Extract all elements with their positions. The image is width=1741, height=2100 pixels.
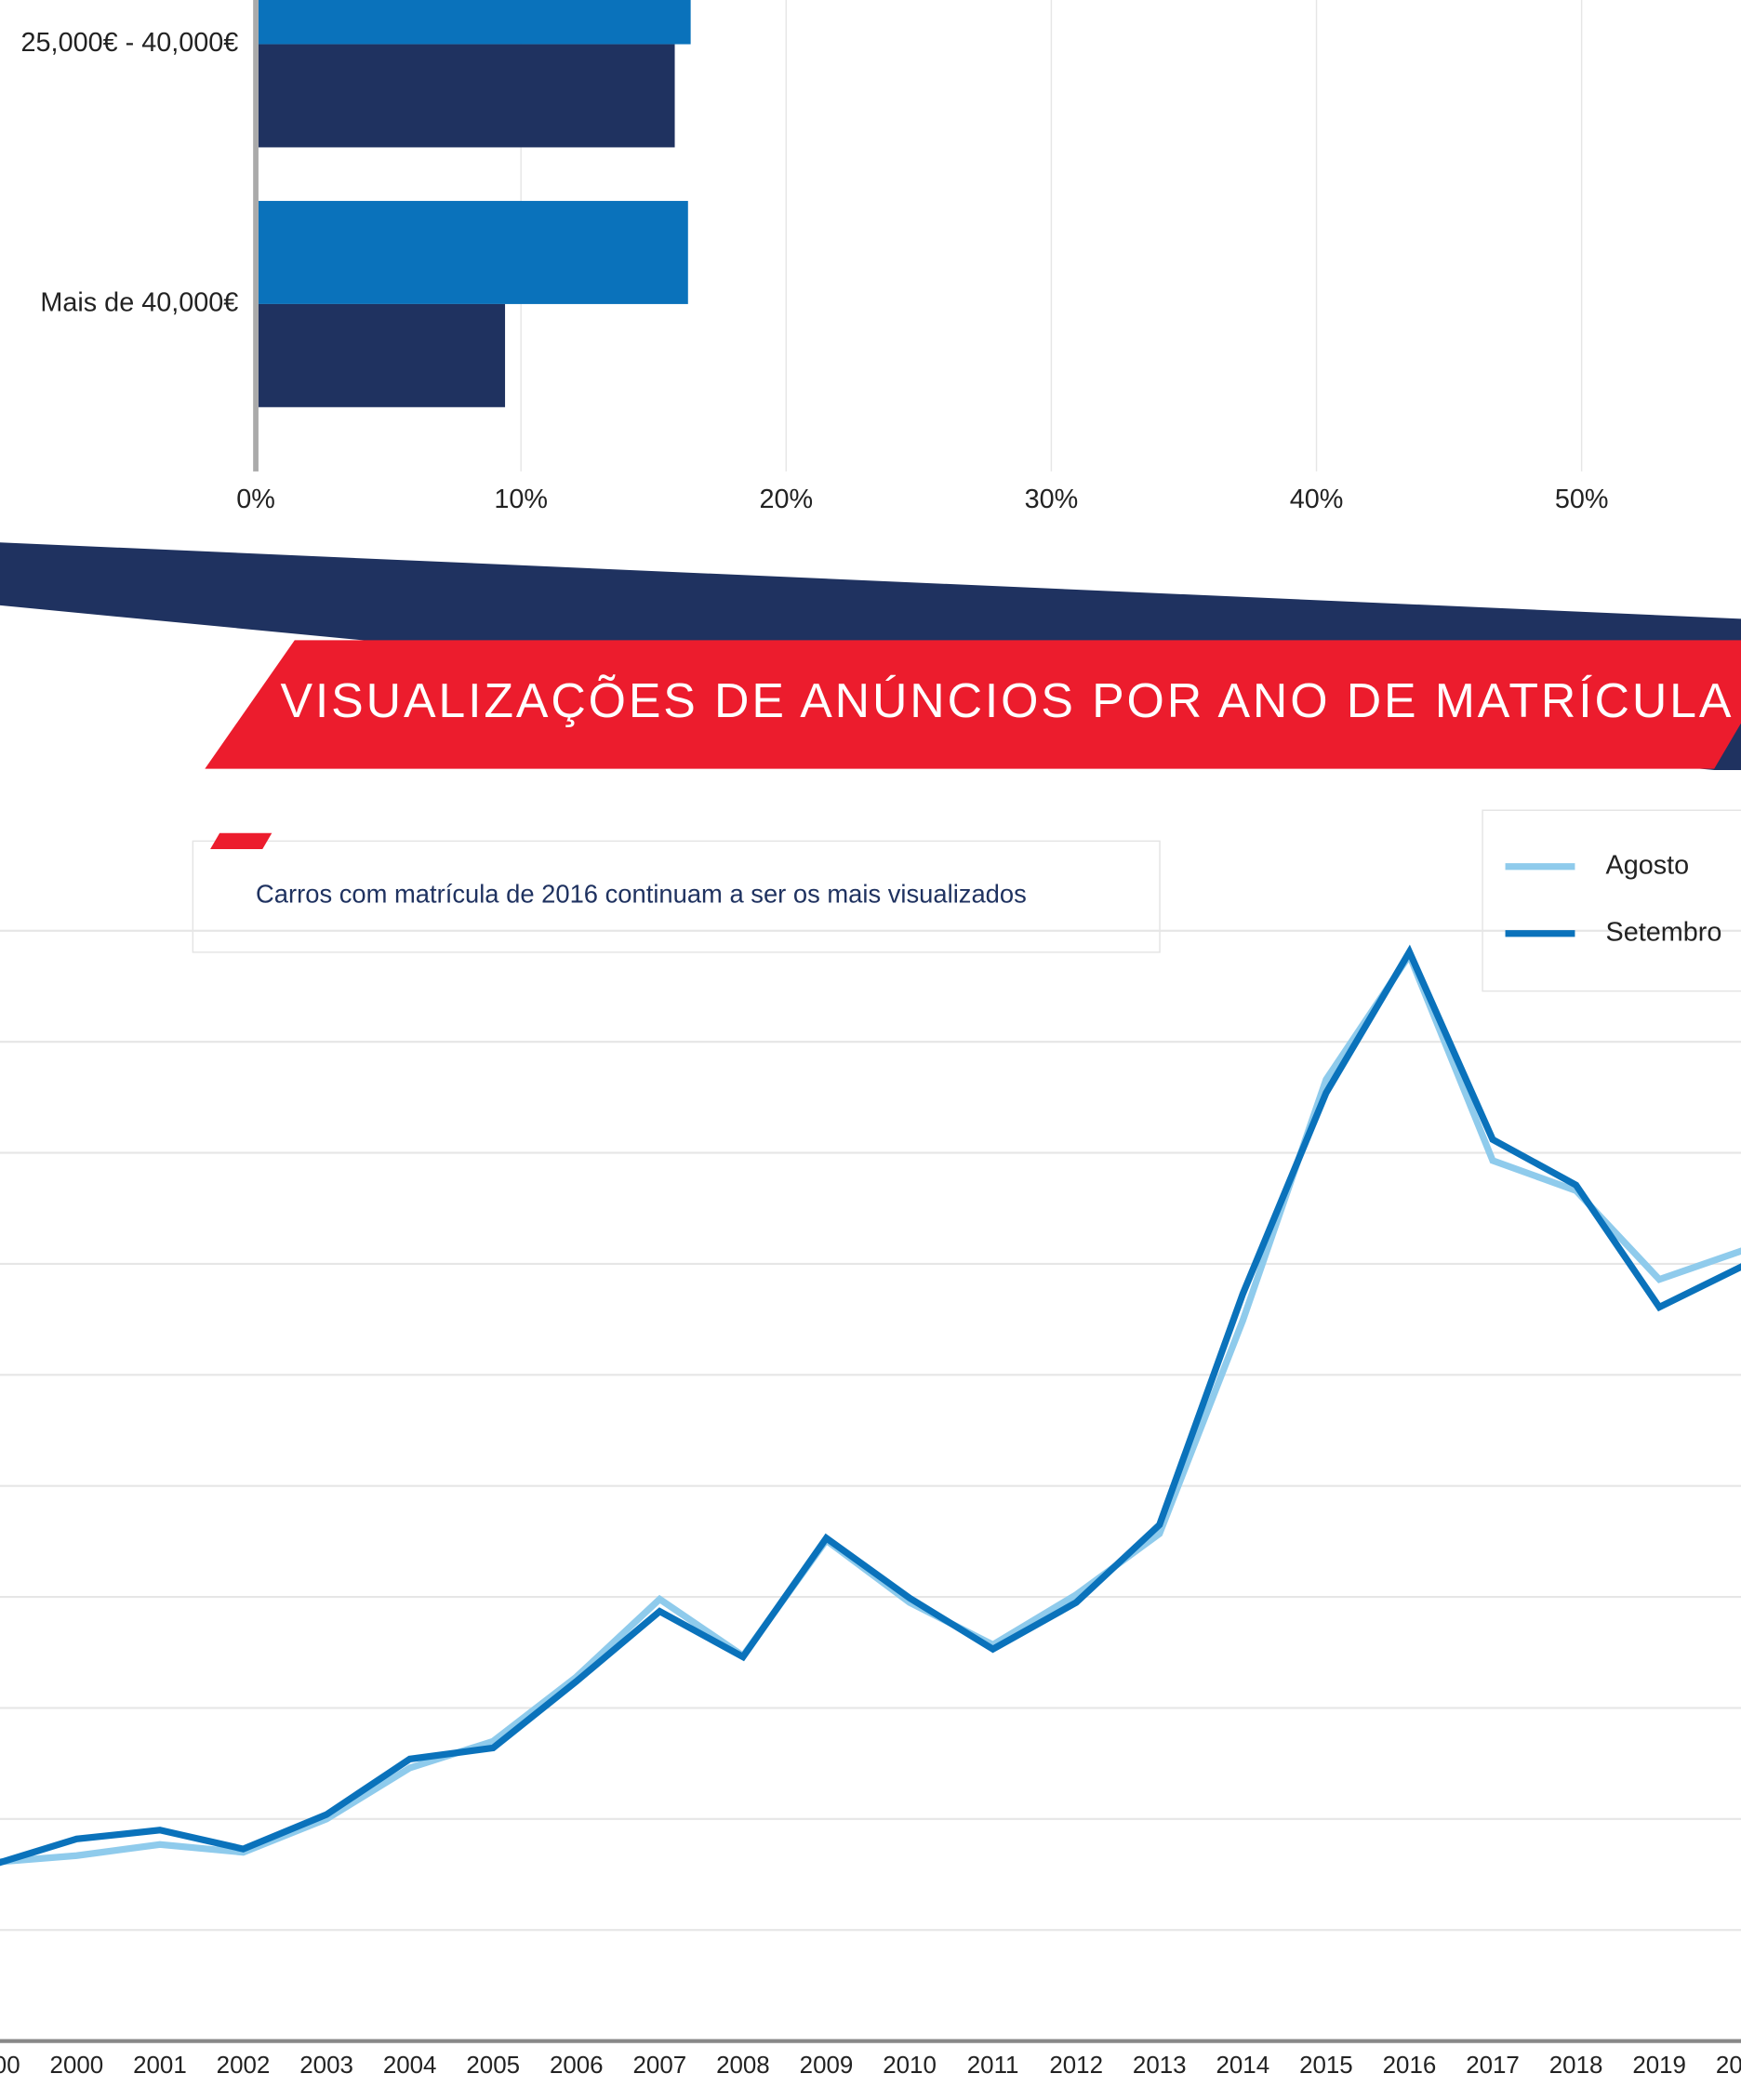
line-series [0,948,1741,1866]
x-tick-label: 2005 [466,2053,520,2079]
x-tick-label: 2018 [1549,2053,1603,2079]
bar [258,201,688,304]
bar [258,0,691,45]
x-tick-label: 2000 [0,2053,20,2079]
annotation-marker [210,832,272,849]
y-tick-label: Mais de 40,000€ [40,288,238,318]
annotation: Carros com matrícula de 2016 continuam a… [256,880,1027,909]
x-tick-label: 2009 [800,2053,854,2079]
x-tick-label: 2011 [967,2053,1019,2079]
x-tick-label: 2000 [50,2053,104,2079]
x-tick-label: 2008 [716,2053,770,2079]
x-tick-label: 2004 [383,2053,437,2079]
x-tick-label: 2003 [299,2053,353,2079]
x-tick-label: 2019 [1632,2053,1686,2079]
bar-chart: 0% 10% 20% 30% 40% 50% 25,000€ - 40,000€ Mais d… [21,0,1609,514]
y-tick-label: 25,000€ - 40,000€ [21,28,239,58]
x-tick-label: 40% [1290,485,1344,514]
banner [205,640,1741,769]
x-tick-label: 2015 [1299,2053,1353,2079]
line-chart: 2000 2000 2001 2002 2003 2004 2005 2006 2007 2008… [0,929,1741,2079]
x-tick-label: 50% [1555,485,1609,514]
x-tick-label: 30% [1025,485,1079,514]
x-tick-label: 10% [494,485,548,514]
bar [258,44,675,148]
annotation-box [192,840,1161,953]
bar [258,303,506,407]
legend-box [1482,809,1741,992]
line-series [0,944,1741,1867]
x-tick-label: 2016 [1383,2053,1437,2079]
x-tick-label: 2010 [883,2053,937,2079]
x-tick-label: 2006 [550,2053,604,2079]
x-tick-label: 2014 [1216,2053,1269,2079]
x-tick-label: 2013 [1133,2053,1187,2079]
x-tick-label: 2007 [633,2053,687,2079]
x-tick-label: 0% [236,485,275,514]
x-tick-label: 2001 [133,2053,187,2079]
x-tick-label: 20% [759,485,813,514]
legend-label: Agosto [1606,850,1690,880]
x-tick-label: 2012 [1049,2053,1103,2079]
legend-label: Setembro [1606,917,1722,947]
x-tick-label: 2002 [217,2053,271,2079]
chart-title: VISUALIZAÇÕES DE ANÚNCIOS POR ANO DE MAT… [280,673,1734,727]
x-tick-label: 2017 [1466,2053,1520,2079]
x-tick-label: 2020 [1716,2053,1741,2079]
